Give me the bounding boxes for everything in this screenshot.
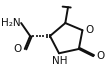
Text: H₂N: H₂N [1,18,20,28]
Text: NH: NH [52,56,68,66]
Text: O: O [96,51,104,61]
Text: O: O [14,44,22,54]
Text: O: O [85,25,93,35]
